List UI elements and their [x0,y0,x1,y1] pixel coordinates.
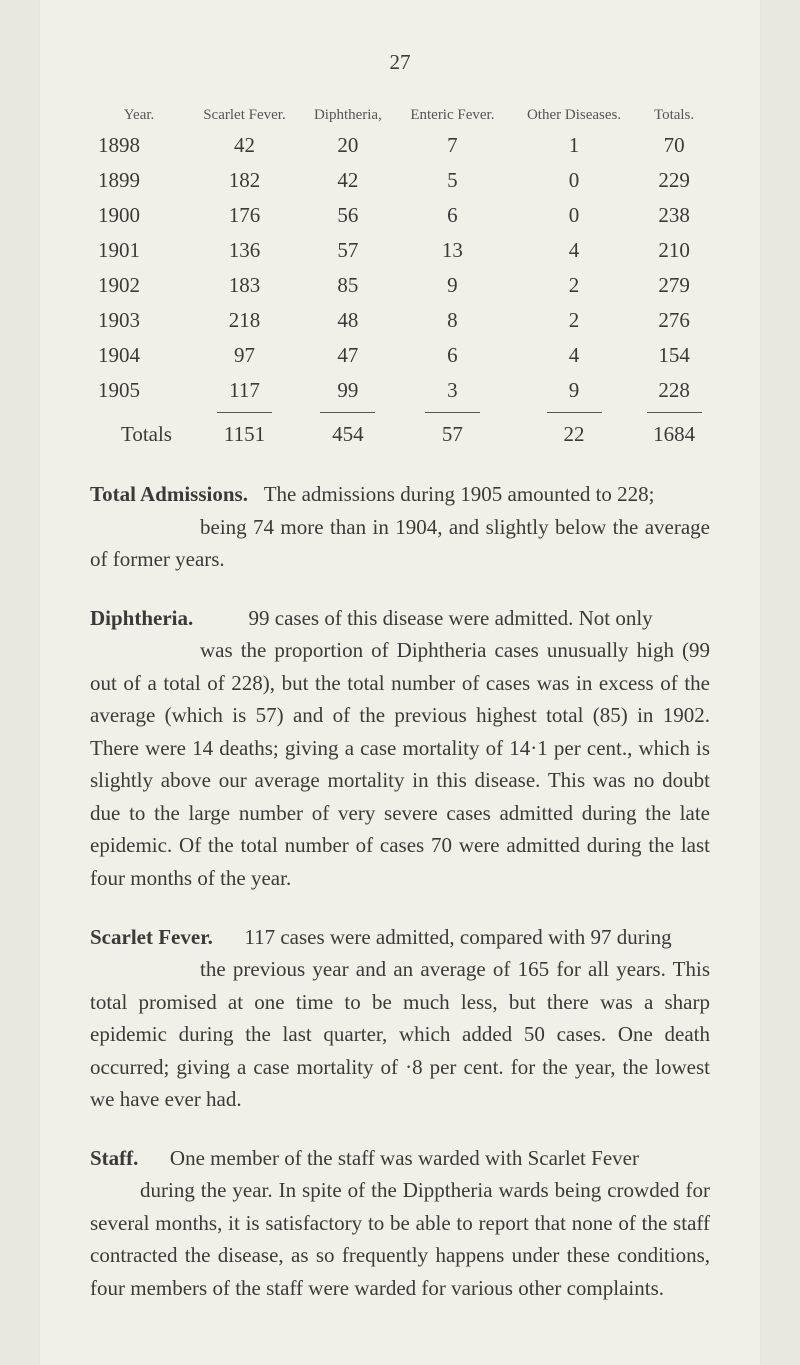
admissions-line1: The admissions during 1905 amounted to 2… [264,482,655,506]
cell: 6 [395,198,510,233]
cell: 48 [301,303,395,338]
staff-rest: during the year. In spite of the Dippthe… [90,1178,710,1300]
cell: 1900 [90,198,188,233]
table-row: 189842207170 [90,128,710,163]
cell: 2 [510,268,638,303]
table-row: 19051179939228 [90,373,710,408]
table-header-row: Year. Scarlet Fever. Diphtheria, Enteric… [90,103,710,128]
admissions-rest: being 74 more than in 1904, and slightly… [90,515,710,572]
cell: 70 [638,128,710,163]
cell: 57 [301,233,395,268]
section-staff: Staff. One member of the staff was warde… [90,1142,710,1305]
cell: 9 [395,268,510,303]
cell: 154 [638,338,710,373]
cell: 238 [638,198,710,233]
cell: 5 [395,163,510,198]
cell: 1 [510,128,638,163]
totals-label: Totals [90,416,188,452]
cell: 9 [510,373,638,408]
cell: 42 [301,163,395,198]
cell: 97 [188,338,301,373]
cell: 182 [188,163,301,198]
cell: 1901 [90,233,188,268]
table-row: 18991824250229 [90,163,710,198]
cell: 2 [510,303,638,338]
col-year: Year. [90,103,188,128]
cell: 4 [510,338,638,373]
rule-cell [638,408,710,416]
rule-cell [510,408,638,416]
col-enteric: Enteric Fever. [395,103,510,128]
cell: 176 [188,198,301,233]
table-totals-row: Totals115145457221684 [90,416,710,452]
page: 27 Year. Scarlet Fever. Diphtheria, Ente… [40,0,760,1365]
section-scarlet: Scarlet Fever. 117 cases were admitted, … [90,921,710,1116]
cell: 3 [395,373,510,408]
cell: 8 [395,303,510,338]
table-row: 190113657134210 [90,233,710,268]
cell: 6 [395,338,510,373]
cell: 1902 [90,268,188,303]
cell: 85 [301,268,395,303]
disease-table: Year. Scarlet Fever. Diphtheria, Enteric… [90,103,710,452]
cell: 13 [395,233,510,268]
scarlet-line1: 117 cases were admitted, compared with 9… [244,925,671,949]
table-row: 19001765660238 [90,198,710,233]
cell: 99 [301,373,395,408]
cell: 229 [638,163,710,198]
section-diphtheria: Diphtheria. 99 cases of this disease wer… [90,602,710,895]
cell: 210 [638,233,710,268]
heading-scarlet: Scarlet Fever. [90,925,213,949]
staff-line1: One member of the staff was warded with … [170,1146,639,1170]
cell: 56 [301,198,395,233]
cell: 20 [301,128,395,163]
table-row: 19021838592279 [90,268,710,303]
table-row: 1904974764154 [90,338,710,373]
cell: 1904 [90,338,188,373]
cell: 4 [510,233,638,268]
rule-cell [395,408,510,416]
diphtheria-line1: 99 cases of this disease were admitted. … [249,606,653,630]
rule-cell [301,408,395,416]
totals-cell: 1151 [188,416,301,452]
cell: 276 [638,303,710,338]
cell: 1903 [90,303,188,338]
totals-cell: 454 [301,416,395,452]
table-body: 1898422071701899182425022919001765660238… [90,128,710,452]
heading-staff: Staff. [90,1146,138,1170]
table-row: 19032184882276 [90,303,710,338]
heading-diphtheria: Diphtheria. [90,606,193,630]
cell: 1905 [90,373,188,408]
page-number: 27 [90,50,710,75]
scarlet-rest: the previous year and an average of 165 … [90,957,710,1111]
cell: 228 [638,373,710,408]
heading-admissions: Total Admissions. [90,482,248,506]
rule-cell [90,408,188,416]
diphtheria-rest: was the proportion of Diphtheria cases u… [90,638,710,890]
cell: 218 [188,303,301,338]
col-totals: Totals. [638,103,710,128]
cell: 7 [395,128,510,163]
cell: 42 [188,128,301,163]
totals-cell: 57 [395,416,510,452]
cell: 136 [188,233,301,268]
totals-cell: 1684 [638,416,710,452]
cell: 1898 [90,128,188,163]
rule-cell [188,408,301,416]
cell: 279 [638,268,710,303]
col-other: Other Diseases. [510,103,638,128]
totals-cell: 22 [510,416,638,452]
section-admissions: Total Admissions. The admissions during … [90,478,710,576]
table-rule [90,408,710,416]
cell: 0 [510,198,638,233]
cell: 183 [188,268,301,303]
cell: 1899 [90,163,188,198]
col-diphtheria: Diphtheria, [301,103,395,128]
col-scarlet: Scarlet Fever. [188,103,301,128]
cell: 0 [510,163,638,198]
cell: 47 [301,338,395,373]
cell: 117 [188,373,301,408]
